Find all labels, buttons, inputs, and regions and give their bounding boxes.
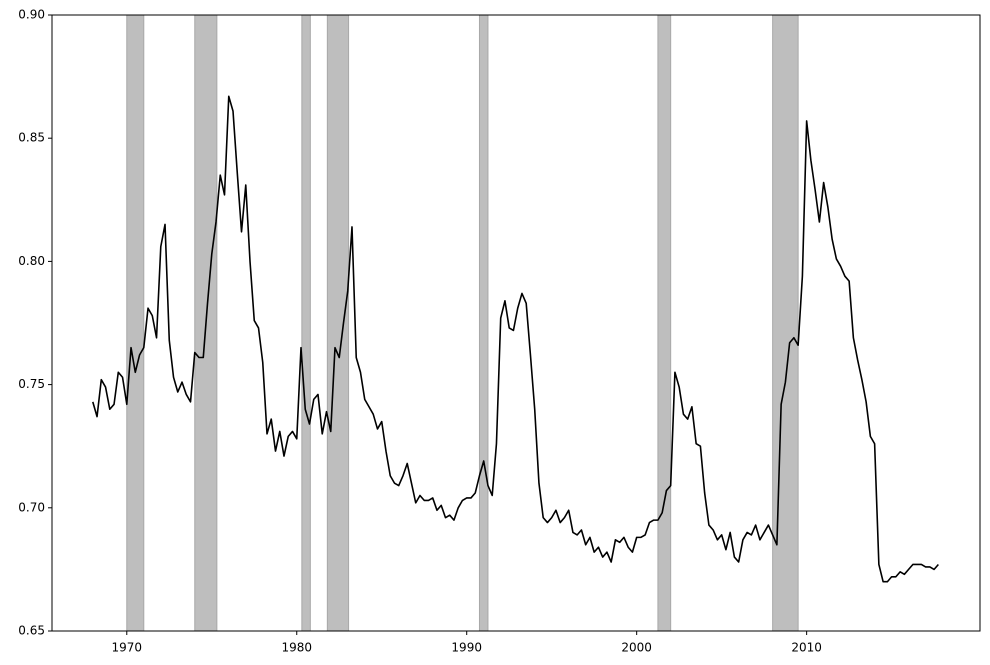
recession-band [478,14,489,632]
x-tick-label: 1970 [112,641,143,655]
y-tick-label: 0.75 [18,377,45,391]
y-tick-label: 0.80 [18,254,45,268]
x-tick-label: 2000 [621,641,652,655]
y-tick-label: 0.85 [18,131,45,145]
y-tick-label: 0.90 [18,8,45,22]
x-tick-label: 1990 [451,641,482,655]
x-tick-label: 1980 [281,641,312,655]
recession-band [657,14,672,632]
recession-band [126,14,145,632]
recession-band [301,14,311,632]
data-line [92,95,939,583]
plot-frame [51,14,981,632]
y-tick-label: 0.65 [18,624,45,638]
y-tick-label: 0.70 [18,500,45,514]
recession-band [326,14,350,632]
x-tick-label: 2010 [791,641,822,655]
